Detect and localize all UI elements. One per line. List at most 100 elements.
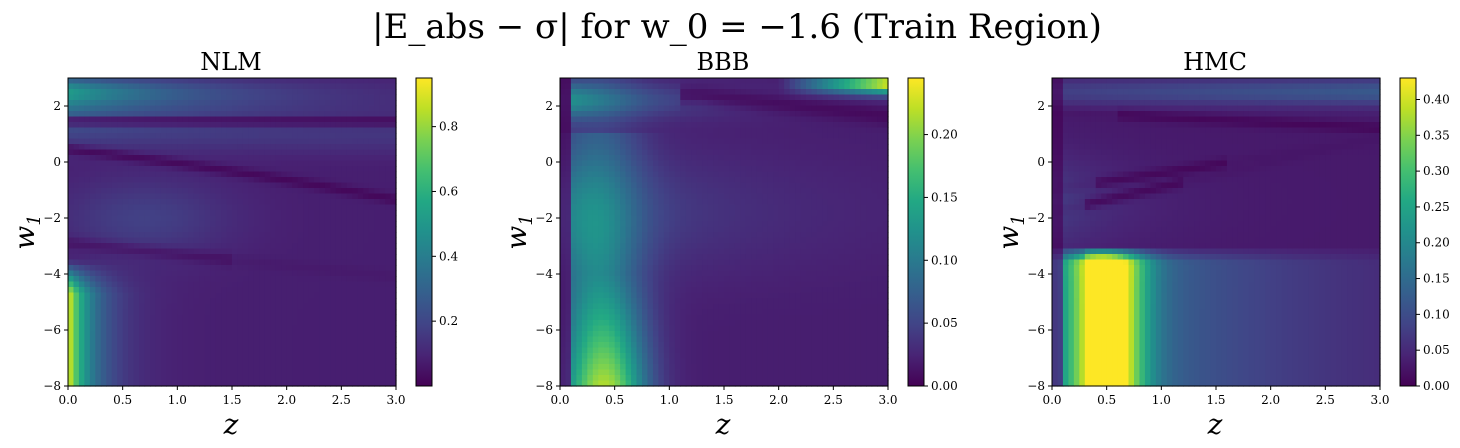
heatmap-cell xyxy=(177,116,184,123)
heatmap-cell xyxy=(193,292,200,299)
heatmap-cell xyxy=(357,358,364,365)
heatmap-cell xyxy=(718,166,725,173)
heatmap-cell xyxy=(844,89,851,96)
heatmap-cell xyxy=(335,369,342,376)
heatmap-cell xyxy=(603,127,610,134)
heatmap-cell xyxy=(275,127,282,134)
heatmap-cell xyxy=(259,369,266,376)
heatmap-cell xyxy=(237,204,244,211)
heatmap-cell xyxy=(232,265,239,272)
heatmap-cell xyxy=(658,127,665,134)
heatmap-cell xyxy=(346,259,353,266)
heatmap-cell xyxy=(314,292,321,299)
heatmap-cell xyxy=(658,133,665,140)
heatmap-cell xyxy=(368,331,375,338)
heatmap-cell xyxy=(642,122,649,129)
heatmap-cell xyxy=(319,276,326,283)
heatmap-cell xyxy=(232,369,239,376)
heatmap-cell xyxy=(128,375,135,382)
heatmap-cell xyxy=(182,111,189,118)
heatmap-cell xyxy=(866,116,873,123)
heatmap-cell xyxy=(352,94,359,101)
heatmap-cell xyxy=(259,331,266,338)
heatmap-cell xyxy=(155,265,162,272)
heatmap-cell xyxy=(357,83,364,90)
heatmap-cell xyxy=(210,171,217,178)
heatmap-cell xyxy=(581,149,588,156)
heatmap-cell xyxy=(232,314,239,321)
heatmap-cell xyxy=(609,138,616,145)
heatmap-cell xyxy=(303,292,310,299)
heatmap-cell xyxy=(303,111,310,118)
heatmap-cell xyxy=(106,259,113,266)
heatmap-cell xyxy=(226,105,233,112)
heatmap-cell xyxy=(128,237,135,244)
heatmap-cell xyxy=(221,281,228,288)
heatmap-cell xyxy=(576,149,583,156)
heatmap-cell xyxy=(658,83,665,90)
heatmap-cell xyxy=(314,331,321,338)
heatmap-cell xyxy=(674,171,681,178)
heatmap-cell xyxy=(68,215,75,222)
heatmap-cell xyxy=(674,149,681,156)
heatmap-cell xyxy=(253,204,260,211)
x-axis-label-nlm: z xyxy=(223,408,239,441)
heatmap-cell xyxy=(565,111,572,118)
heatmap-cell xyxy=(308,325,315,332)
heatmap-cell xyxy=(270,133,277,140)
heatmap-cell xyxy=(166,276,173,283)
heatmap-cell xyxy=(232,94,239,101)
heatmap-cell xyxy=(144,177,151,184)
heatmap-cell xyxy=(652,188,659,195)
heatmap-cell xyxy=(669,210,676,217)
heatmap-cell xyxy=(182,331,189,338)
heatmap-cell xyxy=(674,204,681,211)
heatmap-cell xyxy=(844,177,851,184)
heatmap-cell xyxy=(707,210,714,217)
heatmap-cell xyxy=(89,89,96,96)
heatmap-cell xyxy=(844,122,851,129)
heatmap-cell xyxy=(740,171,747,178)
heatmap-cell xyxy=(346,138,353,145)
heatmap-cell xyxy=(193,100,200,107)
heatmap-cell xyxy=(100,116,107,123)
heatmap-cell xyxy=(647,83,654,90)
heatmap-cell xyxy=(877,105,884,112)
heatmap-cell xyxy=(319,375,326,382)
heatmap-cell xyxy=(182,270,189,277)
heatmap-cell xyxy=(171,281,178,288)
heatmap-cell xyxy=(762,83,769,90)
heatmap-cell xyxy=(150,342,157,349)
heatmap-cell xyxy=(204,325,211,332)
heatmap-cell xyxy=(368,364,375,371)
heatmap-cell xyxy=(357,149,364,156)
heatmap-cell xyxy=(319,270,326,277)
heatmap-cell xyxy=(330,320,337,327)
heatmap-cell xyxy=(346,116,353,123)
heatmap-cell xyxy=(111,331,118,338)
heatmap-cell xyxy=(833,199,840,206)
heatmap-cell xyxy=(160,204,167,211)
heatmap-cell xyxy=(84,342,91,349)
heatmap-cell xyxy=(73,276,80,283)
heatmap-cell xyxy=(565,171,572,178)
heatmap-cell xyxy=(368,89,375,96)
heatmap-cell xyxy=(674,215,681,222)
heatmap-cell xyxy=(390,221,397,228)
heatmap-cell xyxy=(182,342,189,349)
heatmap-cell xyxy=(756,149,763,156)
heatmap-cell xyxy=(784,166,791,173)
heatmap-cell xyxy=(150,149,157,156)
heatmap-cell xyxy=(319,237,326,244)
heatmap-cell xyxy=(281,309,288,316)
heatmap-cell xyxy=(144,364,151,371)
heatmap-cell xyxy=(242,336,249,343)
heatmap-cell xyxy=(838,83,845,90)
heatmap-cell xyxy=(204,94,211,101)
heatmap-cell xyxy=(319,215,326,222)
panel-title-bbb: BBB xyxy=(697,48,750,76)
heatmap-cell xyxy=(335,331,342,338)
heatmap-cell xyxy=(565,182,572,189)
heatmap-cell xyxy=(204,369,211,376)
heatmap-cell xyxy=(314,342,321,349)
